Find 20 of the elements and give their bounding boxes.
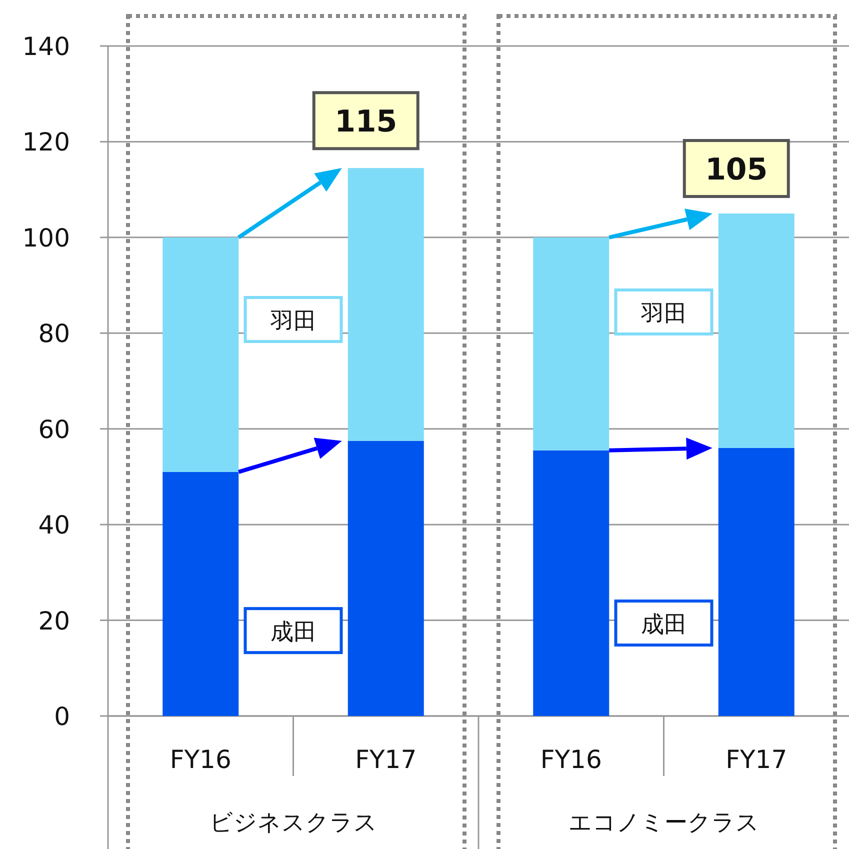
- x-tick-label: FY16: [170, 745, 232, 774]
- y-tick-label: 60: [38, 414, 70, 444]
- x-tick-label: FY17: [726, 745, 788, 774]
- y-tick-label: 140: [22, 32, 70, 61]
- y-tick-label: 20: [38, 606, 70, 636]
- x-tick-label: FY17: [355, 745, 417, 774]
- text: 羽田: [640, 300, 687, 327]
- y-tick-label: 80: [38, 319, 70, 348]
- annotation: 105: [705, 152, 768, 188]
- annotation: 115: [334, 104, 398, 140]
- text: エコノミークラス: [568, 810, 760, 836]
- y-tick-label: 100: [22, 223, 70, 252]
- series-label: 羽田: [269, 308, 316, 335]
- y-tick-label: 0: [54, 702, 70, 731]
- y-tick-label: 120: [22, 128, 70, 157]
- y-tick-label: 40: [38, 510, 70, 540]
- x-tick-label: FY16: [540, 745, 602, 774]
- series-label: 成田: [270, 620, 316, 646]
- text: ビジネスクラス: [209, 810, 378, 836]
- text: 成田: [640, 612, 687, 638]
